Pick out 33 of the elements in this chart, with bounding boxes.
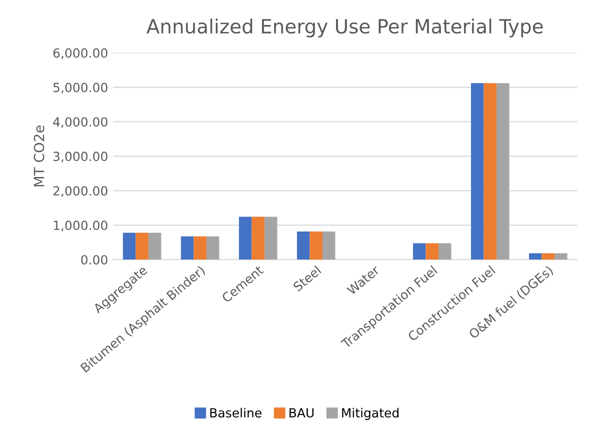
bar bbox=[322, 232, 336, 260]
y-tick-label: 6,000.00 bbox=[53, 48, 108, 59]
y-tick-label: 5,000.00 bbox=[53, 82, 108, 94]
bar bbox=[310, 232, 322, 260]
bar bbox=[412, 243, 426, 260]
bar bbox=[438, 243, 452, 260]
bar bbox=[484, 83, 497, 260]
bar bbox=[264, 216, 278, 260]
bar bbox=[194, 236, 206, 260]
bar bbox=[554, 253, 568, 260]
bar bbox=[296, 232, 310, 260]
y-axis-title: MT CO2e bbox=[34, 125, 44, 186]
bar bbox=[136, 232, 148, 260]
bar bbox=[470, 83, 484, 260]
bar bbox=[496, 83, 510, 260]
y-tick-label: 0.00 bbox=[81, 255, 108, 265]
y-tick-label: 1,000.00 bbox=[54, 220, 108, 232]
bar bbox=[148, 232, 162, 260]
legend-label: Mitigated bbox=[342, 408, 398, 420]
bar bbox=[180, 236, 194, 260]
bar bbox=[252, 216, 264, 260]
legend-label: BAU bbox=[290, 408, 314, 418]
y-tick-label: 3,000.00 bbox=[53, 152, 108, 162]
bar bbox=[122, 232, 136, 260]
chart-title: Annualized Energy Use Per Material Type bbox=[146, 18, 543, 38]
bar bbox=[542, 253, 555, 260]
y-tick-label: 2,000.00 bbox=[53, 186, 108, 197]
bar bbox=[426, 243, 438, 260]
bar bbox=[206, 236, 220, 260]
legend-label: Baseline bbox=[210, 408, 262, 418]
y-tick-label: 4,000.00 bbox=[53, 117, 108, 128]
bar bbox=[529, 253, 542, 260]
bar bbox=[238, 216, 252, 260]
